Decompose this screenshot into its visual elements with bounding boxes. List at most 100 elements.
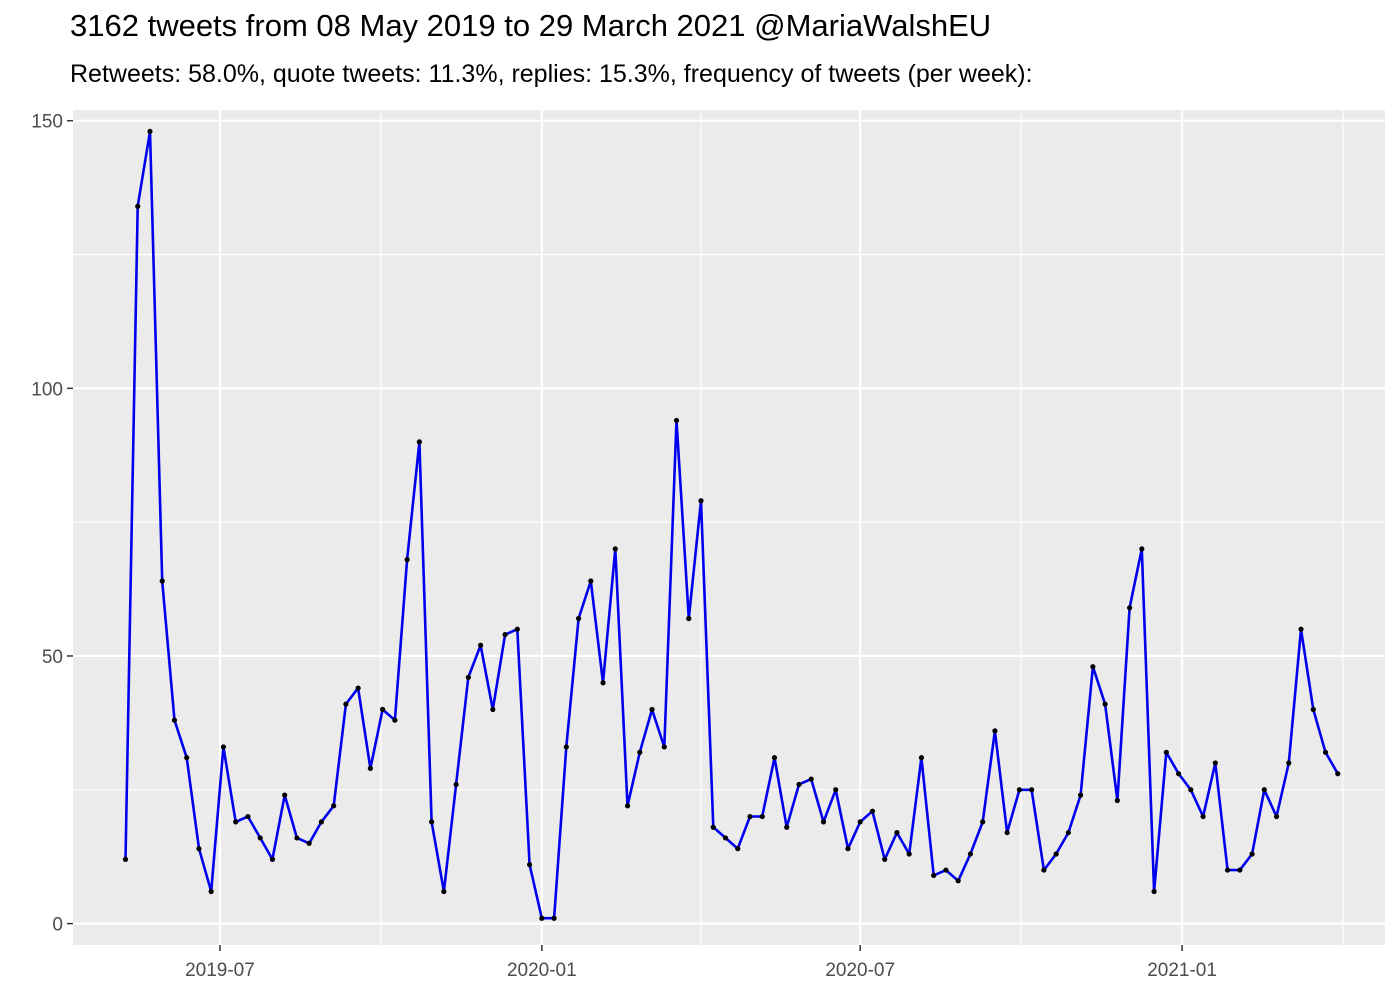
data-point	[367, 765, 373, 771]
data-point	[294, 835, 300, 841]
data-point	[1029, 787, 1035, 793]
data-point	[502, 631, 508, 638]
data-point	[465, 674, 471, 680]
data-point	[624, 803, 631, 809]
data-point	[1041, 867, 1047, 873]
data-point	[1200, 813, 1206, 820]
x-tick-label: 2019-07	[185, 960, 255, 981]
data-point	[808, 776, 814, 782]
data-point	[771, 755, 778, 761]
data-point	[563, 744, 569, 750]
data-point	[1310, 706, 1316, 713]
data-point	[857, 819, 863, 825]
data-point	[906, 851, 912, 857]
data-point	[673, 417, 680, 424]
data-point	[331, 803, 337, 809]
data-point	[992, 728, 998, 734]
data-point	[233, 819, 239, 825]
data-point	[833, 787, 839, 793]
data-point	[784, 824, 790, 830]
data-point	[1126, 605, 1133, 611]
data-point	[122, 856, 129, 862]
data-point	[1053, 851, 1059, 857]
data-point	[477, 642, 484, 648]
data-point	[355, 685, 361, 691]
data-point	[735, 846, 741, 852]
data-point	[600, 680, 606, 686]
data-point	[796, 781, 802, 788]
data-point	[526, 862, 533, 868]
data-point	[1298, 626, 1304, 632]
data-point	[441, 888, 447, 895]
data-point	[845, 846, 851, 852]
chart-subtitle: Retweets: 58.0%, quote tweets: 11.3%, re…	[70, 60, 1033, 88]
data-point	[1249, 851, 1255, 857]
data-point	[404, 557, 410, 563]
x-tick-label: 2021-01	[1147, 960, 1217, 981]
plot-panel	[73, 110, 1385, 945]
data-point	[918, 755, 925, 761]
data-point	[1102, 701, 1108, 707]
data-point	[1090, 664, 1096, 670]
data-point	[1273, 813, 1280, 820]
data-point	[612, 546, 618, 552]
data-point	[392, 717, 398, 723]
data-point	[1065, 829, 1071, 836]
data-point	[208, 888, 214, 895]
data-point	[490, 706, 496, 713]
data-point	[710, 824, 716, 830]
data-point	[1224, 867, 1231, 873]
data-point	[135, 203, 141, 209]
data-point	[747, 813, 753, 820]
data-point	[1261, 787, 1267, 793]
data-point	[882, 856, 888, 862]
data-point	[722, 835, 729, 841]
data-point	[698, 498, 704, 504]
data-point	[282, 792, 288, 798]
data-point	[686, 615, 692, 622]
data-point	[1175, 771, 1182, 777]
data-point	[1016, 787, 1022, 793]
chart-title: 3162 tweets from 08 May 2019 to 29 March…	[70, 8, 992, 43]
data-point	[1114, 797, 1120, 804]
data-point	[453, 781, 459, 788]
data-point	[551, 915, 557, 921]
data-point	[306, 840, 312, 846]
data-point	[1004, 829, 1010, 836]
data-point	[1212, 760, 1218, 766]
data-point	[943, 867, 949, 873]
data-point	[980, 819, 986, 825]
data-point	[220, 744, 227, 750]
series-line-tweets	[124, 130, 1339, 920]
data-point	[1139, 546, 1145, 552]
data-point	[1078, 792, 1084, 798]
data-point	[820, 819, 827, 825]
data-point	[416, 439, 422, 445]
data-point	[429, 819, 435, 825]
y-tick-label: 150	[31, 112, 63, 133]
y-tick-label: 50	[42, 647, 63, 668]
data-point	[955, 878, 961, 884]
data-point	[759, 813, 765, 820]
y-tick-label: 0	[52, 915, 63, 936]
x-tick-label: 2020-01	[507, 960, 577, 981]
data-point	[575, 615, 582, 622]
data-point	[171, 717, 178, 723]
data-point	[159, 578, 165, 584]
data-point	[257, 835, 263, 841]
data-point	[269, 856, 276, 862]
data-point	[245, 813, 251, 820]
data-point	[1163, 749, 1169, 755]
y-tick-label: 100	[31, 379, 63, 400]
data-point	[661, 744, 667, 750]
data-point	[637, 749, 643, 755]
data-point	[588, 578, 594, 584]
data-point	[514, 626, 520, 632]
data-point	[380, 706, 386, 713]
data-point	[147, 128, 153, 135]
data-point	[1322, 749, 1329, 755]
data-point	[1286, 760, 1292, 766]
data-point	[931, 872, 937, 879]
data-point	[894, 829, 900, 836]
